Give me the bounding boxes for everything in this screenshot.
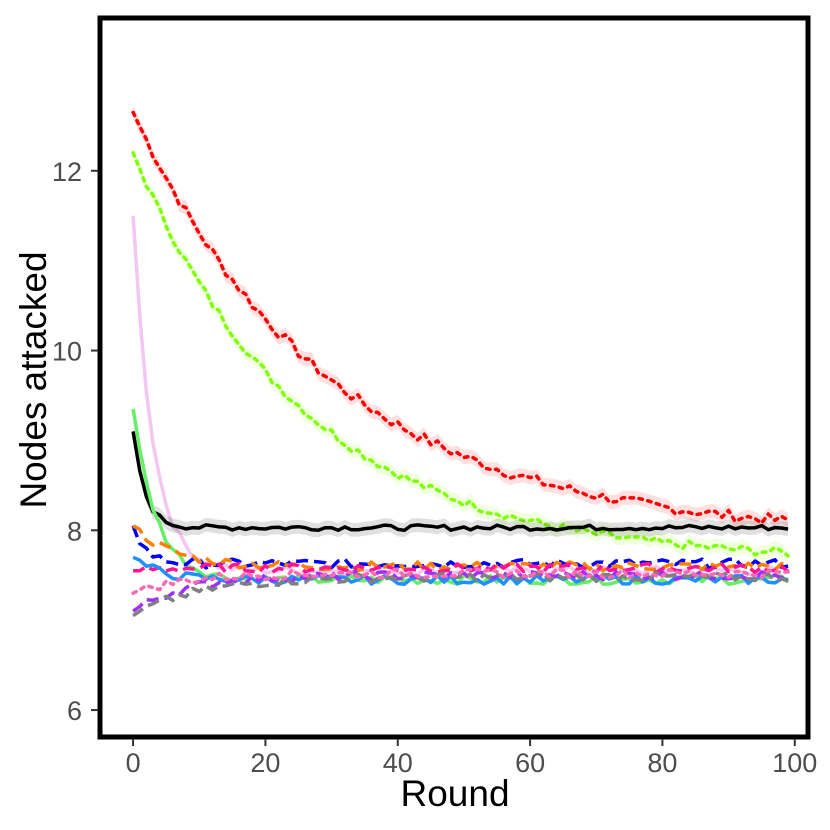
x-axis-title: Round [400,773,509,814]
series-1-line [131,110,790,525]
y-tick-label-12: 12 [52,157,82,187]
x-tick-label-100: 100 [772,748,817,778]
y-tick-label-8: 8 [67,516,82,546]
y-tick-label-6: 6 [67,696,82,726]
x-tick-label-0: 0 [126,748,141,778]
y-axis-title: Nodes attacked [13,251,54,508]
plot-frame [97,15,811,740]
series-2-ribbon [133,145,789,563]
series-8-line [133,561,790,575]
series-1-ribbon [133,105,789,531]
series-12-line [131,567,790,595]
series-4-ribbon [133,424,789,538]
series-6-line [131,525,789,570]
x-axis-ticks: 0 20 40 60 80 100 [126,739,817,778]
series-2-line [131,151,790,558]
x-tick-label-80: 80 [647,748,677,778]
x-tick-label-40: 40 [383,748,413,778]
x-tick-label-20: 20 [250,748,280,778]
series-11-line [132,570,789,618]
series-layer [131,105,790,618]
series-4-line [131,431,789,533]
y-axis-ticks: 6 8 10 12 [52,157,98,726]
y-tick-label-10: 10 [52,337,82,367]
x-tick-label-60: 60 [515,748,545,778]
